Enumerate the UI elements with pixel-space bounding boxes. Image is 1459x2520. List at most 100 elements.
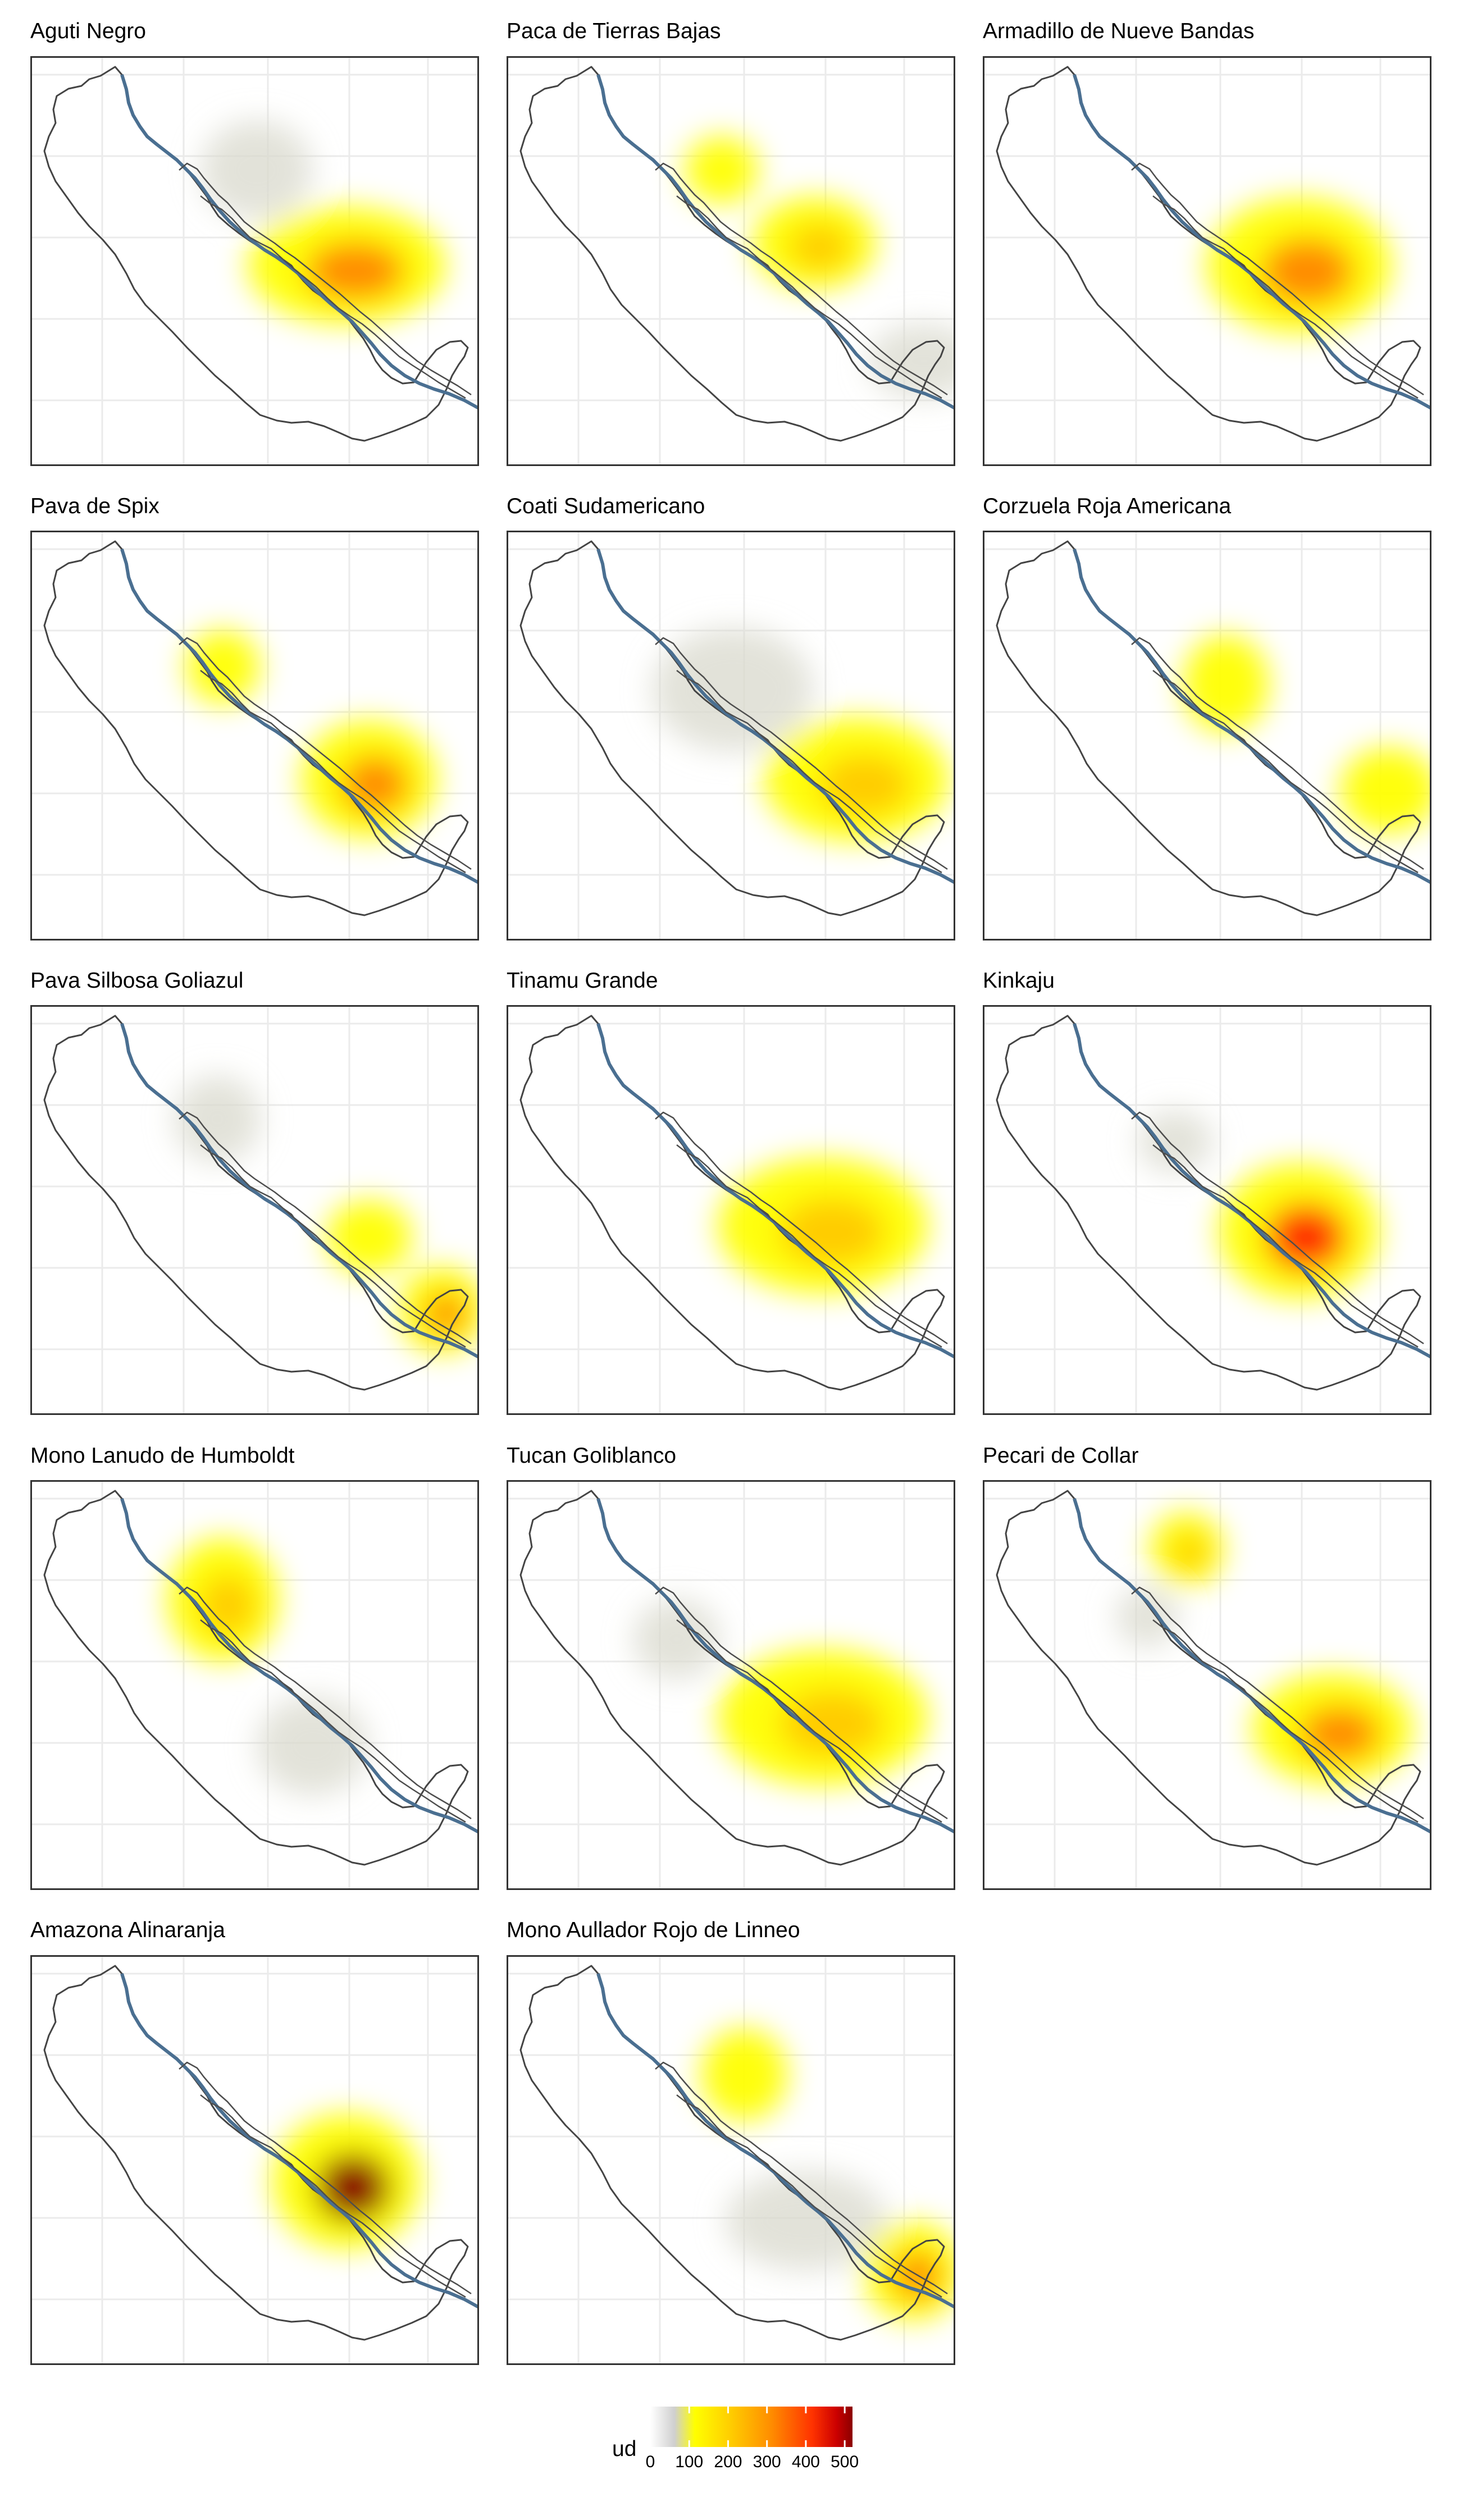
map-panel [30, 531, 479, 941]
legend-title: ud [612, 2437, 637, 2461]
panel-title: Amazona Alinaranja [30, 1918, 225, 1942]
river-line [655, 162, 948, 396]
density-map [32, 58, 477, 464]
river-line [1131, 637, 1424, 870]
map-panel [983, 56, 1431, 466]
panel-title: Pecari de Collar [983, 1444, 1139, 1468]
density-hotspot-halo [326, 1200, 412, 1274]
density-map [984, 1482, 1430, 1888]
graticule-grid [984, 532, 1430, 939]
river-line [120, 1973, 477, 2309]
legend-tick-label: 300 [753, 2453, 781, 2471]
density-hotspot-core [424, 1292, 468, 1336]
river-line [1131, 1586, 1424, 1820]
river-line [1073, 1023, 1430, 1359]
river-line [596, 1023, 954, 1359]
river-line [120, 1023, 477, 1359]
legend-tick-label: 500 [831, 2453, 859, 2471]
density-hotspot-core [779, 1198, 885, 1266]
color-legend: ud 0 100 200 300 400 500 [607, 2407, 921, 2474]
density-hotspot-core [892, 2251, 942, 2300]
panel-title: Tucan Goliblanco [507, 1444, 677, 1468]
river-line [179, 1586, 472, 1820]
river-line [596, 74, 954, 410]
river-line [655, 637, 948, 870]
density-hotspot-core [1261, 238, 1354, 306]
river-line [1152, 195, 1419, 399]
density-map [508, 1007, 954, 1413]
region-outline [43, 540, 469, 916]
density-hotspot-core [341, 755, 409, 814]
river-line [1073, 549, 1430, 884]
map-panel [30, 1480, 479, 1890]
map-panel [30, 1005, 479, 1415]
density-hotspot-core [1266, 1203, 1347, 1272]
density-hotspot-halo [257, 1696, 368, 1795]
river-line [200, 670, 466, 874]
panel-title: Mono Aullador Rojo de Linneo [507, 1918, 800, 1942]
density-hotspot-core [789, 224, 851, 271]
map-panel [983, 531, 1431, 941]
graticule-grid [32, 1482, 477, 1888]
river-line [1131, 162, 1424, 396]
panel-title: Aguti Negro [30, 19, 146, 43]
map-panel [507, 1005, 955, 1415]
river-line [179, 637, 472, 870]
density-hotspot-core [1300, 1706, 1380, 1762]
legend-tick-label: 200 [714, 2453, 742, 2471]
river-line [1152, 670, 1419, 874]
graticule-grid [508, 1482, 954, 1888]
river-line [179, 162, 472, 396]
map-panel [30, 56, 479, 466]
map-panel [507, 1480, 955, 1890]
density-hotspot-halo [1339, 747, 1430, 834]
map-panel [983, 1480, 1431, 1890]
river-line [676, 195, 942, 399]
river-line [655, 1111, 948, 1345]
density-map [32, 1957, 477, 2363]
river-line [200, 195, 466, 399]
region-outline [43, 1015, 469, 1391]
river-line [676, 1619, 942, 1823]
region-outline [519, 66, 945, 442]
river-line [120, 74, 477, 410]
panel-title: Pava Silbosa Goliazul [30, 969, 244, 993]
region-outline [43, 1490, 469, 1866]
map-panel [507, 531, 955, 941]
river-line [676, 2094, 942, 2298]
river-line [1152, 1619, 1419, 1823]
river-line [1131, 1111, 1424, 1345]
river-line [200, 1619, 466, 1823]
river-line [179, 1111, 472, 1345]
river-line [676, 1144, 942, 1348]
density-hotspot-halo [701, 2028, 787, 2121]
river-line [200, 2094, 466, 2298]
panel-title: Armadillo de Nueve Bandas [983, 19, 1255, 43]
density-map [984, 1007, 1430, 1413]
density-map [32, 1007, 477, 1413]
panel-title: Pava de Spix [30, 494, 159, 518]
river-line [1073, 1498, 1430, 1834]
panel-title: Kinkaju [983, 969, 1055, 993]
river-line [596, 1498, 954, 1834]
density-hotspot-halo [653, 628, 813, 751]
graticule-grid [984, 58, 1430, 464]
density-hotspot-halo [1116, 1586, 1178, 1647]
map-panel [30, 1955, 479, 2365]
river-line [1152, 1144, 1419, 1348]
density-map [32, 1482, 477, 1888]
river-line [655, 2061, 948, 2295]
river-line [655, 1586, 948, 1820]
panel-title: Mono Lanudo de Humboldt [30, 1444, 295, 1468]
river-line [120, 1498, 477, 1834]
graticule-grid [32, 1007, 477, 1413]
density-hotspot-halo [633, 1599, 720, 1679]
density-hotspot-core [818, 754, 911, 816]
river-line [1073, 74, 1430, 410]
density-map [984, 58, 1430, 464]
river-line [676, 670, 942, 874]
panel-title: Corzuela Roja Americana [983, 494, 1232, 518]
density-hotspot-halo [1138, 1111, 1212, 1172]
density-hotspot-halo [174, 1076, 261, 1162]
